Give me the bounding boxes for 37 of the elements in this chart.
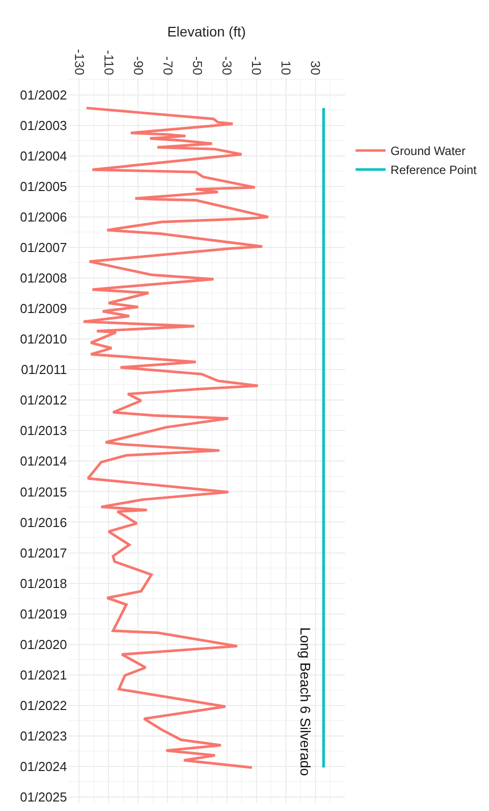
x-tick-label: -30: [220, 56, 235, 76]
x-tick-label: -70: [160, 56, 176, 76]
x-tick-label: 10: [278, 60, 294, 76]
y-tick-label: 01/2007: [20, 240, 67, 256]
x-axis-title: Elevation (ft): [167, 24, 246, 40]
x-tick-label: -130: [72, 49, 87, 76]
y-tick-label: 01/2009: [20, 301, 67, 316]
legend-label: Reference Point: [390, 163, 478, 178]
text: Long Beach 6 Silverado: [298, 627, 314, 776]
x-tick-label: -10: [249, 56, 264, 76]
y-tick-label: 01/2021: [20, 667, 67, 682]
y-tick-label: 01/2010: [20, 332, 67, 347]
y-tick-label: 01/2020: [20, 636, 67, 652]
y-tick-label: 01/2002: [20, 87, 67, 102]
y-tick-label: 01/2015: [20, 484, 67, 500]
y-tick-label: 01/2006: [20, 210, 67, 225]
y-tick-label: 01/2025: [20, 790, 67, 805]
x-tick-label: -90: [130, 56, 146, 76]
y-tick-label: 01/2017: [20, 545, 67, 560]
x-tick-label: 30: [308, 60, 324, 76]
y-tick-label: 01/2019: [20, 606, 67, 622]
y-tick-label: 01/2018: [20, 576, 67, 591]
y-tick-label: 01/2003: [20, 118, 67, 133]
x-tick-label: -110: [101, 50, 116, 76]
y-tick-label: 01/2005: [20, 179, 67, 194]
y-tick-label: 01/2022: [20, 698, 67, 713]
y-tick-label: 01/2011: [20, 362, 67, 378]
y-tick-label: 01/2013: [20, 423, 67, 438]
y-tick-label: 01/2008: [20, 270, 67, 286]
x-tick-label: -50: [190, 56, 206, 76]
y-tick-label: 01/2004: [20, 148, 67, 164]
y-tick-label: 01/2024: [20, 758, 67, 774]
y-tick-label: 01/2014: [20, 454, 67, 469]
y-tick-label: 01/2016: [20, 514, 67, 530]
y-tick-label: 01/2023: [20, 728, 67, 744]
legend-label: Ground Water: [390, 144, 466, 158]
y-tick-label: 01/2012: [20, 392, 67, 408]
